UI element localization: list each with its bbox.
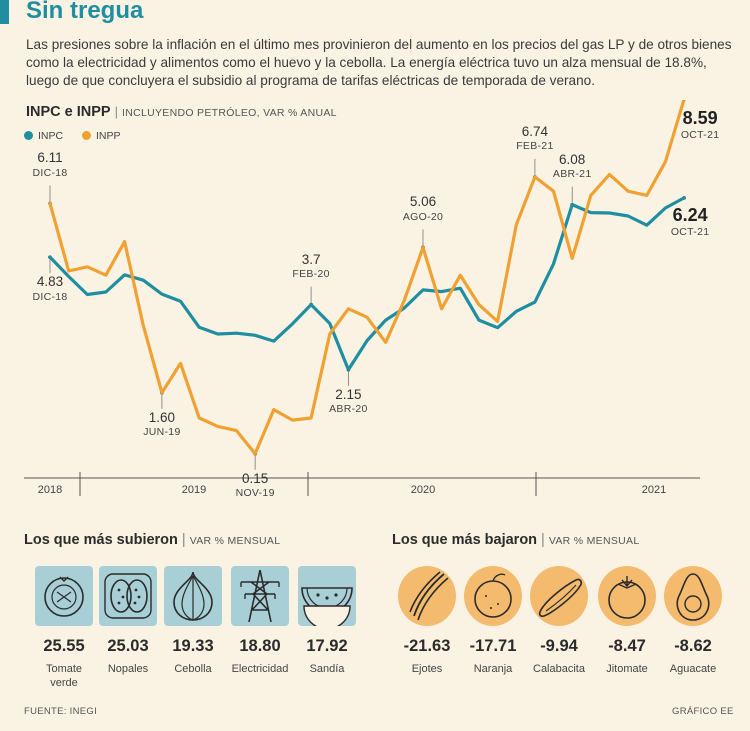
annotation-date: ABR-20 bbox=[329, 403, 368, 416]
section-subieron-sub: VAR % MENSUAL bbox=[189, 535, 281, 547]
subieron-value-2: 19.33 bbox=[172, 637, 214, 655]
annotation-value: 1.60 bbox=[148, 409, 176, 425]
zucchini-icon bbox=[530, 566, 588, 626]
annotation-label: 1.60 JUN-19 bbox=[143, 411, 180, 438]
annotation-date: DIC-18 bbox=[32, 290, 68, 303]
annotation-date: OCT-21 bbox=[680, 129, 720, 142]
source-note: FUENTE: INEGI bbox=[24, 706, 98, 717]
annotation-value: 6.08 bbox=[559, 151, 586, 167]
annotation-value: 6.11 bbox=[37, 150, 63, 166]
chart-subtitle: INCLUYENDO PETRÓLEO, VAR % ANUAL bbox=[122, 107, 337, 119]
annotation-date: JUN-19 bbox=[143, 426, 181, 439]
power-tower-icon bbox=[231, 566, 289, 626]
chart-legend: INPC INPP bbox=[24, 130, 137, 142]
intro-text: Las presiones sobre la inflación en el ú… bbox=[26, 37, 732, 88]
annotation-date: ABR-21 bbox=[552, 168, 592, 181]
annotation-label: 4.83 DIC-18 bbox=[32, 275, 67, 302]
section-subieron-header: Los que más subieron | VAR % MENSUAL bbox=[24, 532, 280, 548]
x-tick-label: 2019 bbox=[182, 484, 206, 496]
subieron-name-2: Cebolla bbox=[174, 663, 212, 675]
subieron-value-3: 18.80 bbox=[239, 637, 281, 655]
annotation-label: 6.24 OCT-21 bbox=[671, 206, 710, 238]
annotation-value: 6.24 bbox=[672, 204, 708, 225]
bajaron-value-2: -9.94 bbox=[540, 637, 578, 655]
bajaron-name-0: Ejotes bbox=[411, 663, 443, 675]
legend-label-inpc: INPC bbox=[38, 130, 64, 142]
annotation-value: 2.15 bbox=[335, 386, 362, 402]
page-title: Sin tregua bbox=[26, 0, 144, 24]
bajaron-name-3: Jitomate bbox=[606, 663, 648, 675]
annotation-date: AGO-20 bbox=[402, 210, 444, 223]
annotation-date: FEB-20 bbox=[292, 268, 330, 281]
avocado-icon bbox=[664, 566, 722, 626]
subieron-name-0: Tomate verde bbox=[45, 663, 83, 689]
series-line-inpp bbox=[48, 100, 686, 456]
subieron-name-4: Sandía bbox=[309, 663, 345, 675]
annotation-label: 2.15 ABR-20 bbox=[329, 388, 368, 415]
legend-item-inpc: INPC bbox=[24, 130, 63, 142]
series-line-inpc bbox=[48, 196, 686, 372]
annotation-value: 5.06 bbox=[409, 194, 437, 210]
subieron-value-1: 25.03 bbox=[107, 637, 149, 655]
bajaron-name-4: Aguacate bbox=[669, 663, 717, 675]
inflation-line-chart: 2018 2019 2020 2021 bbox=[24, 100, 700, 496]
bajaron-value-4: -8.62 bbox=[674, 637, 712, 655]
bajaron-name-2: Calabacita bbox=[533, 663, 585, 675]
annotation-date: FEB-21 bbox=[516, 140, 554, 153]
section-bajaron-sub: VAR % MENSUAL bbox=[548, 535, 640, 547]
annotation-label: 8.59 OCT-21 bbox=[681, 109, 720, 141]
annotation-value: 0.15 bbox=[242, 470, 269, 486]
legend-swatch-inpp bbox=[82, 131, 92, 140]
annotation-date: NOV-19 bbox=[235, 487, 275, 500]
orange-icon bbox=[464, 566, 522, 626]
chart-series bbox=[48, 100, 686, 456]
section-bajaron-title: Los que más bajaron bbox=[392, 532, 538, 548]
annotation-label: 5.06 AGO-20 bbox=[403, 195, 443, 222]
chart-title: INPC e INPP bbox=[26, 104, 111, 120]
chart-header-separator: | bbox=[114, 104, 118, 119]
bajaron-name-1: Naranja bbox=[473, 663, 513, 675]
legend-label-inpp: INPP bbox=[96, 130, 121, 142]
annotation-date: DIC-18 bbox=[32, 166, 68, 179]
annotation-label: 6.74 FEB-21 bbox=[516, 125, 553, 152]
annotation-value: 3.7 bbox=[301, 251, 321, 267]
subieron-name-1: Nopales bbox=[107, 663, 149, 675]
tomato-icon bbox=[598, 566, 656, 626]
x-tick-label: 2018 bbox=[38, 484, 62, 496]
subieron-value-0: 25.55 bbox=[43, 637, 85, 655]
annotation-label: 6.08 ABR-21 bbox=[553, 153, 592, 180]
x-axis: 2018 2019 2020 2021 bbox=[24, 472, 700, 496]
tomatillo-icon bbox=[35, 566, 93, 626]
subieron-name-3: Electricidad bbox=[231, 663, 289, 675]
nopal-icon bbox=[99, 566, 157, 626]
bajaron-value-1: -17.71 bbox=[469, 637, 517, 655]
bajaron-value-3: -8.47 bbox=[608, 637, 646, 655]
annotation-value: 8.59 bbox=[682, 108, 718, 129]
title-accent-bar bbox=[0, 0, 9, 24]
chart-header: INPC e INPP | INCLUYENDO PETRÓLEO, VAR % A… bbox=[26, 104, 337, 120]
subieron-value-4: 17.92 bbox=[306, 637, 348, 655]
section-bajaron-header: Los que más bajaron | VAR % MENSUAL bbox=[392, 532, 639, 548]
watermelon-icon bbox=[298, 566, 356, 626]
legend-swatch-inpc bbox=[24, 131, 33, 140]
section-separator: | bbox=[181, 532, 186, 548]
legend-item-inpp: INPP bbox=[82, 130, 121, 142]
x-tick-label: 2020 bbox=[411, 484, 435, 496]
section-separator: | bbox=[541, 532, 545, 548]
annotation-label: 6.11 DIC-18 bbox=[32, 151, 67, 178]
x-tick-label: 2021 bbox=[642, 484, 666, 496]
annotation-label: 3.7 FEB-20 bbox=[292, 253, 329, 280]
annotation-date: OCT-21 bbox=[670, 225, 710, 238]
section-subieron-title: Los que más subieron bbox=[24, 532, 178, 548]
annotation-value: 6.74 bbox=[521, 123, 549, 139]
credit-note: GRÁFICO EE bbox=[672, 706, 734, 717]
bajaron-value-0: -21.63 bbox=[403, 637, 451, 655]
green-beans-icon bbox=[398, 566, 456, 626]
onion-icon bbox=[164, 566, 222, 626]
annotation-value: 4.83 bbox=[36, 274, 64, 290]
annotation-label: 0.15 NOV-19 bbox=[236, 472, 275, 499]
